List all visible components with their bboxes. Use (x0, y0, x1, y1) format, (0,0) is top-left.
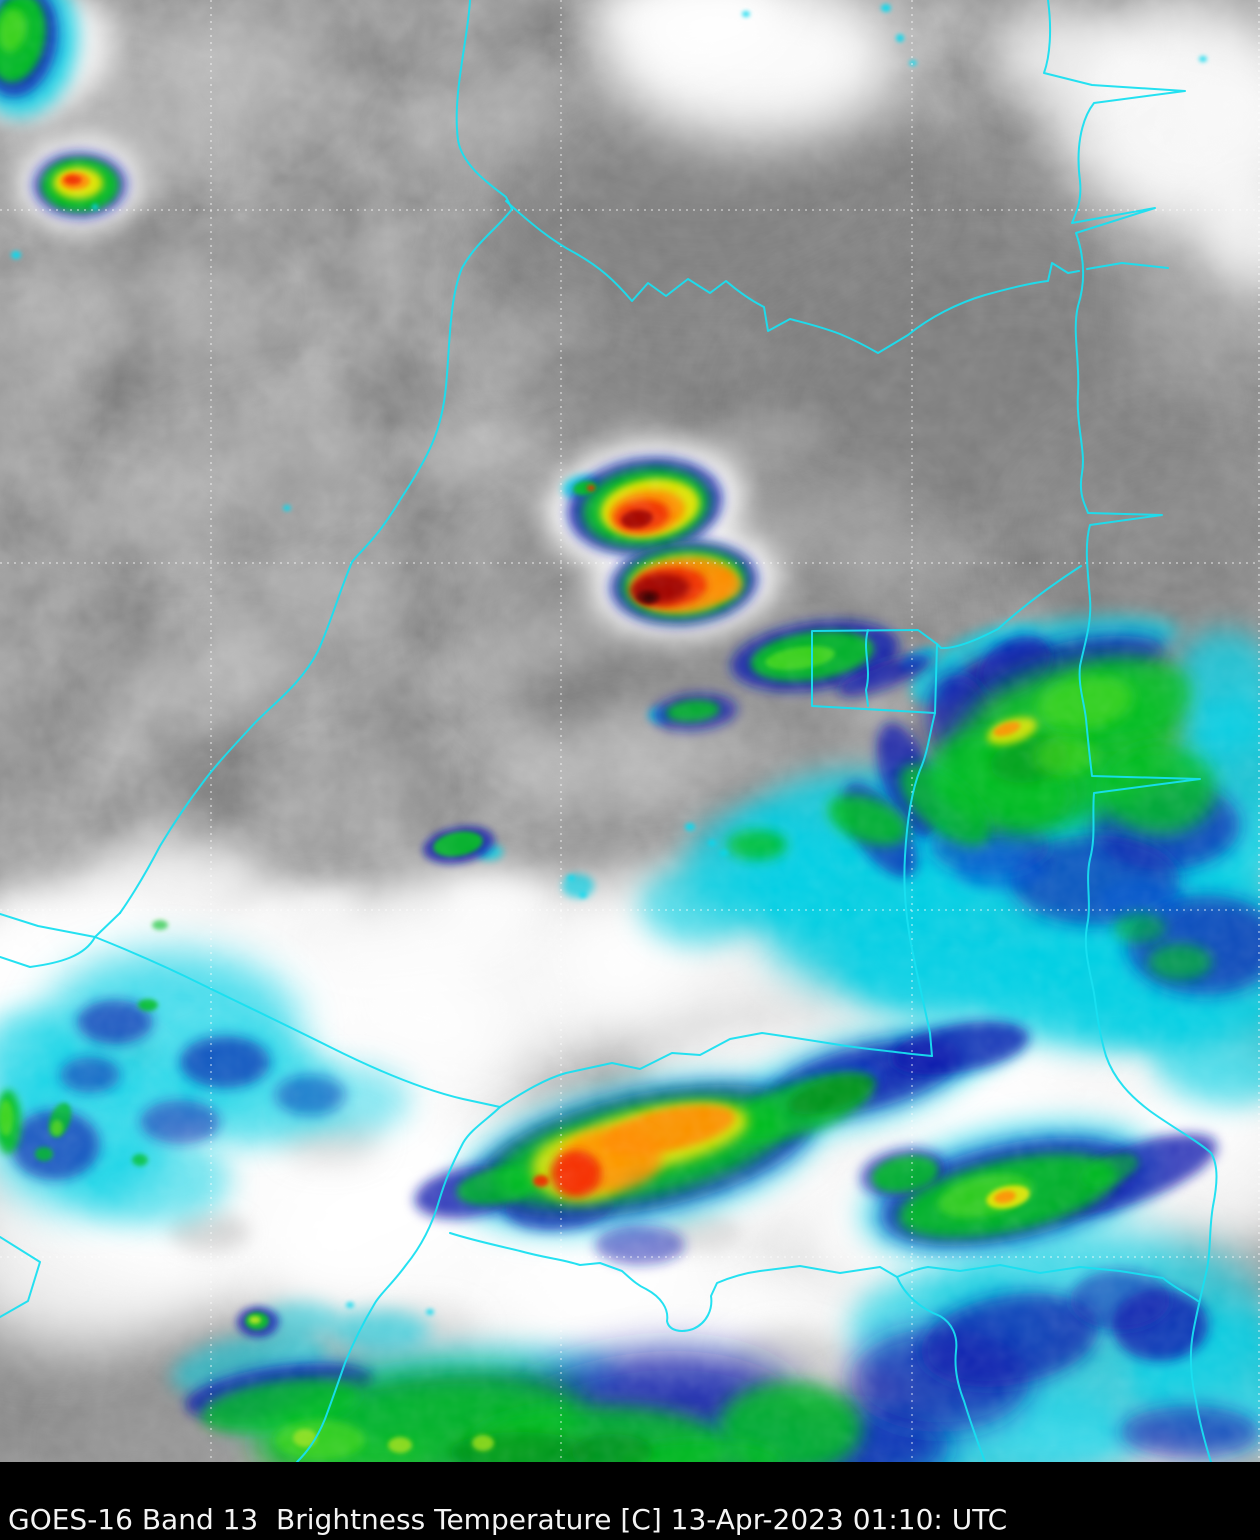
border-line (0, 912, 121, 938)
border-line (1043, 0, 1218, 1462)
border-line (505, 200, 1080, 354)
caption-bar: GOES-16 Band 13 Brightness Temperature [… (0, 1462, 1260, 1540)
border-line (296, 1106, 501, 1462)
border-line (0, 1236, 41, 1318)
country-borders (0, 0, 1218, 1462)
border-line (865, 629, 869, 707)
border-line (896, 1276, 986, 1462)
border-line (1086, 262, 1169, 270)
border-line (903, 712, 936, 1057)
graticule (0, 0, 1260, 1462)
border-line (94, 936, 933, 1108)
cloud-noise-fine (0, 0, 1260, 1462)
border-line (449, 1232, 1199, 1332)
satellite-scene (0, 0, 1260, 1462)
border-line (119, 0, 513, 914)
caption-text: GOES-16 Band 13 Brightness Temperature [… (8, 1503, 1008, 1536)
border-line (0, 936, 96, 968)
border-line (936, 565, 1082, 650)
border-line (811, 629, 938, 714)
